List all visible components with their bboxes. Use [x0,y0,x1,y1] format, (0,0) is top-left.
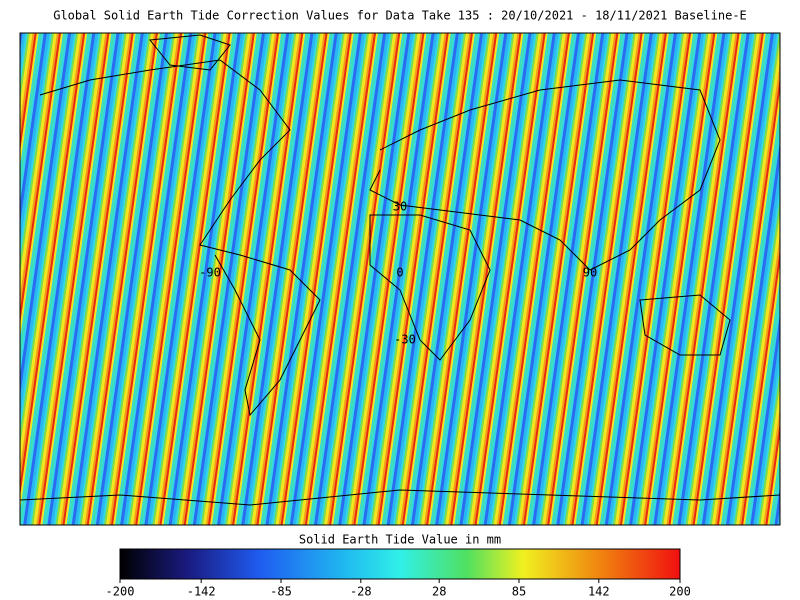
colorbar-tick-label: -142 [187,585,216,599]
colorbar-tick-label: 28 [432,585,446,599]
grid-label: -90 [199,266,221,280]
colorbar-tick-label: 142 [588,585,610,599]
track-map [19,32,781,526]
colorbar [119,548,681,580]
colorbar-tick-label: -200 [106,585,135,599]
grid-label: 0 [396,266,403,280]
colorbar-tick-label: -85 [270,585,292,599]
title: Global Solid Earth Tide Correction Value… [53,9,747,23]
colorbar-tick-label: 85 [512,585,526,599]
coastlines [19,34,781,506]
colorbar-tick-label: 200 [669,585,691,599]
grid-label: 90 [583,266,597,280]
grid-label: -30 [394,333,416,347]
colorbar-label: Solid Earth Tide Value in mm [299,533,501,547]
grid-label: 30 [393,200,407,214]
colorbar-tick-label: -28 [350,585,372,599]
